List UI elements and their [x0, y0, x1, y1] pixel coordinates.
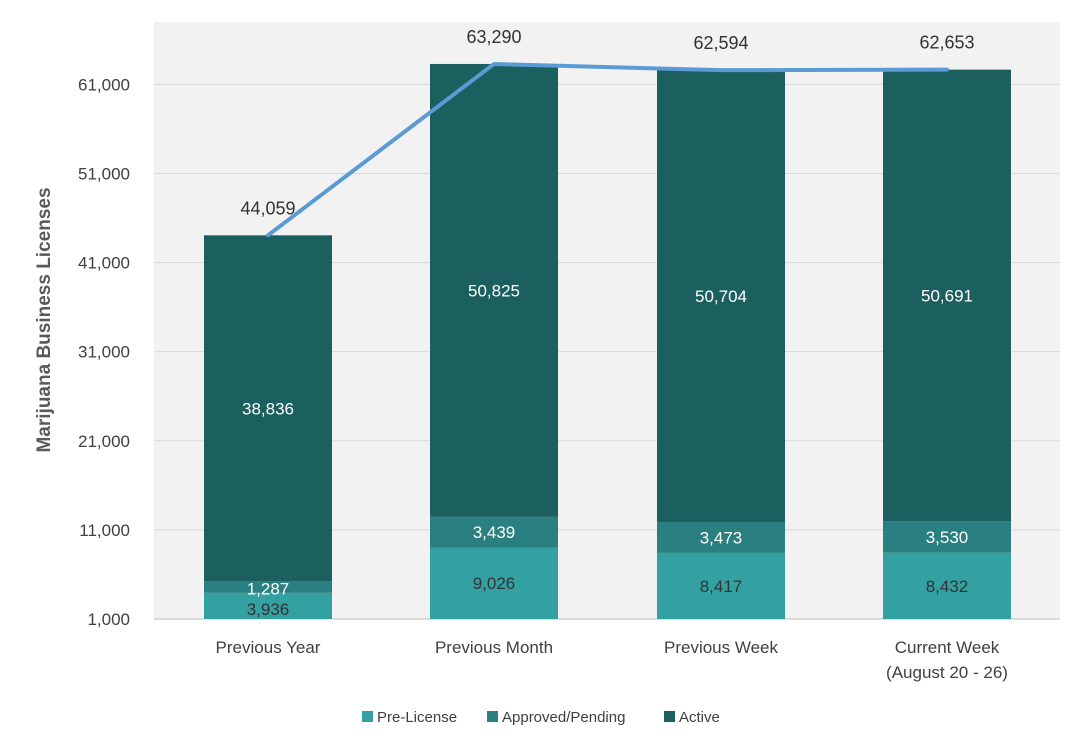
data-label: 3,473 — [700, 528, 743, 547]
bar-segment — [657, 521, 785, 553]
bar-segment — [204, 581, 332, 593]
data-label: 50,691 — [921, 286, 973, 305]
total-line — [266, 61, 949, 238]
data-label: 3,439 — [473, 523, 516, 542]
x-category-label: Previous Year — [216, 638, 321, 657]
y-tick-label: 21,000 — [78, 432, 130, 451]
data-labels: 3,936 1,287 38,836 9,026 3,439 50,825 8,417 3,4… — [242, 281, 973, 619]
legend-label: Pre-License — [377, 709, 457, 726]
total-label: 62,653 — [919, 33, 974, 53]
bar-segment — [430, 547, 558, 619]
data-label: 8,417 — [700, 577, 743, 596]
y-tick-label: 61,000 — [78, 75, 130, 94]
y-axis-ticks: 1,000 11,000 21,000 31,000 41,000 51,000 61,00… — [78, 75, 130, 629]
bar-segment — [430, 63, 558, 517]
y-tick-label: 1,000 — [87, 610, 130, 629]
legend: Pre-License Approved/Pending Active — [362, 709, 720, 726]
total-line-path — [266, 61, 949, 238]
data-label: 9,026 — [473, 574, 516, 593]
bar-segment — [883, 521, 1011, 553]
x-category-label: Current Week (August 20 - 26) — [886, 638, 1008, 682]
legend-label: Active — [679, 709, 720, 726]
total-label: 63,290 — [466, 27, 521, 47]
bar-segment — [657, 70, 785, 522]
legend-label: Approved/Pending — [502, 709, 625, 726]
y-tick-label: 41,000 — [78, 254, 130, 273]
total-label: 44,059 — [240, 198, 295, 218]
bar-segment — [430, 516, 558, 548]
data-label: 8,432 — [926, 577, 969, 596]
bar-segment — [204, 592, 332, 619]
total-label: 62,594 — [693, 33, 748, 53]
data-label: 50,704 — [695, 287, 747, 306]
bar-segment — [204, 235, 332, 582]
bars — [204, 63, 1011, 619]
data-label: 3,530 — [926, 528, 969, 547]
bar-segment — [883, 69, 1011, 522]
data-label: 38,836 — [242, 399, 294, 418]
y-tick-label: 11,000 — [79, 521, 130, 540]
y-tick-label: 31,000 — [78, 343, 130, 362]
total-labels: 44,059 63,290 62,594 62,653 — [240, 27, 974, 218]
bar-segment — [883, 552, 1011, 619]
data-label: 1,287 — [247, 579, 290, 598]
data-label: 3,936 — [247, 600, 290, 619]
legend-swatch — [487, 711, 498, 722]
bar-segment — [657, 552, 785, 619]
x-category-label: Previous Week — [664, 638, 779, 657]
x-axis-categories: Previous Year Previous Month Previous Week… — [216, 638, 1008, 682]
data-label: 50,825 — [468, 281, 520, 300]
y-axis-title: Marijuana Business Licenses — [34, 187, 55, 452]
x-category-label: Previous Month — [435, 638, 553, 657]
legend-swatch — [362, 711, 373, 722]
legend-swatch — [664, 711, 675, 722]
y-tick-label: 51,000 — [78, 164, 130, 183]
